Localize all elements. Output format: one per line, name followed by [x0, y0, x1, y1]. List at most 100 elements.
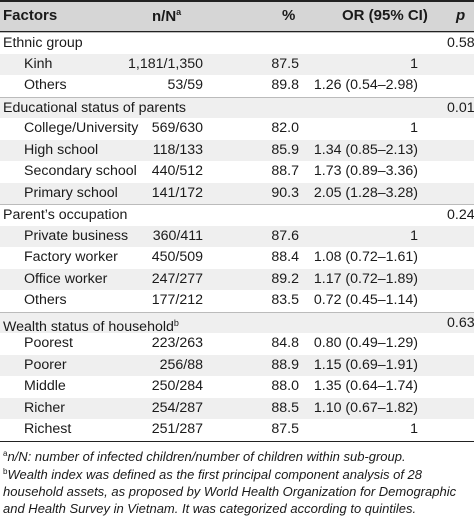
or-value: 1.26 (0.54–2.98) — [313, 77, 418, 93]
section-row: Ethnic group 0.58 — [0, 32, 474, 55]
or-value: 0.72 (0.45–1.14) — [313, 292, 418, 308]
row-label: Richer — [24, 399, 65, 416]
footnote: bWealth index was defined as the first p… — [3, 463, 471, 517]
table-row: Private business 360/411 87.6 1 — [0, 225, 474, 247]
or-value: 1 — [410, 120, 418, 136]
section-label-text: Educational status of parents — [3, 99, 186, 116]
p-value: 0.24 — [447, 207, 474, 223]
n-over-n-value: 177/212 — [151, 292, 203, 308]
row-label: Poorer — [24, 356, 67, 373]
header-percent: % — [282, 7, 296, 24]
row-label: Secondary school — [24, 163, 137, 179]
percent-value: 84.8 — [271, 335, 299, 351]
row-label: Factory worker — [24, 249, 118, 265]
or-value: 1.17 (0.72–1.89) — [313, 270, 418, 287]
row-label: Kinh — [24, 55, 53, 72]
percent-value: 87.6 — [271, 227, 299, 244]
section-label-text: Parent’s occupation — [3, 207, 128, 223]
section-label-text: Wealth status of household — [3, 318, 174, 335]
or-value: 0.80 (0.49–1.29) — [313, 335, 418, 351]
table-row: Middle 250/284 88.0 1.35 (0.64–1.74) — [0, 376, 474, 398]
row-label: Office worker — [24, 270, 108, 287]
header-n-over-n: n/Na — [152, 7, 181, 25]
n-over-n-value: 251/287 — [151, 421, 203, 437]
percent-value: 88.0 — [271, 378, 299, 394]
or-value: 1.34 (0.85–2.13) — [313, 141, 418, 158]
n-over-n-value: 440/512 — [151, 163, 203, 179]
or-value: 1.10 (0.67–1.82) — [313, 399, 418, 416]
section-label: Educational status of parents — [3, 98, 186, 120]
n-over-n-value: 450/509 — [151, 249, 203, 265]
p-value: 0.63 — [447, 314, 474, 331]
table-row: Kinh 1,181/1,350 87.5 1 — [0, 53, 474, 75]
header-or: OR (95% CI) — [342, 7, 428, 24]
row-label: Poorest — [24, 335, 73, 351]
table-row: Others 177/212 83.5 0.72 (0.45–1.14) — [0, 290, 474, 312]
row-label: Private business — [24, 227, 129, 244]
percent-value: 88.7 — [271, 163, 299, 179]
footnote-mark: a — [3, 448, 8, 458]
footnote-text: n/N: number of infected children/number … — [7, 448, 406, 464]
or-value: 1.08 (0.72–1.61) — [313, 249, 418, 265]
n-over-n-value: 569/630 — [151, 120, 203, 136]
header-p: p — [456, 7, 466, 24]
percent-value: 85.9 — [271, 141, 299, 158]
table-bottom-rule — [0, 440, 474, 442]
n-over-n-value: 250/284 — [151, 378, 203, 394]
row-label: College/University — [24, 120, 139, 136]
percent-value: 82.0 — [271, 120, 299, 136]
row-label: Middle — [24, 378, 66, 394]
or-value: 1.15 (0.69–1.91) — [313, 356, 418, 373]
section-label-text: Ethnic group — [3, 35, 83, 51]
header-n-footnote-mark: a — [176, 7, 182, 17]
n-over-n-value: 223/263 — [151, 335, 203, 351]
row-label: High school — [24, 141, 99, 158]
percent-value: 89.2 — [271, 270, 299, 287]
table-row: Richer 254/287 88.5 1.10 (0.67–1.82) — [0, 397, 474, 419]
n-over-n-value: 256/88 — [159, 356, 203, 373]
percent-value: 83.5 — [271, 292, 299, 308]
or-value: 1 — [410, 421, 418, 437]
section-label: Ethnic group — [3, 33, 83, 55]
percent-value: 90.3 — [271, 184, 299, 201]
or-value: 1.73 (0.89–3.36) — [313, 163, 418, 179]
n-over-n-value: 141/172 — [151, 184, 203, 201]
percent-value: 88.4 — [271, 249, 299, 265]
table-row: Others 53/59 89.8 1.26 (0.54–2.98) — [0, 75, 474, 97]
table-row: Office worker 247/277 89.2 1.17 (0.72–1.89) — [0, 268, 474, 290]
table-row: Primary school 141/172 90.3 2.05 (1.28–3.28… — [0, 182, 474, 204]
n-over-n-value: 53/59 — [167, 77, 203, 93]
row-label: Richest — [24, 421, 72, 437]
header-n-over-n-text: n/N — [152, 8, 177, 25]
footnote-text: Wealth index was defined as the first pr… — [3, 466, 457, 516]
p-value: 0.58 — [447, 35, 474, 51]
table-row: Richest 251/287 87.5 1 — [0, 419, 474, 441]
or-value: 1 — [410, 55, 418, 72]
header-factors: Factors — [3, 7, 58, 24]
n-over-n-value: 1,181/1,350 — [128, 55, 203, 72]
section-label: Parent’s occupation — [3, 205, 127, 227]
percent-value: 87.5 — [271, 55, 299, 72]
table-row: Poorest 223/263 84.8 0.80 (0.49–1.29) — [0, 333, 474, 355]
n-over-n-value: 118/133 — [152, 141, 203, 158]
percent-value: 87.5 — [271, 421, 299, 437]
or-value: 1 — [410, 227, 418, 244]
or-value: 1.35 (0.64–1.74) — [313, 378, 418, 394]
table-row: High school 118/133 85.9 1.34 (0.85–2.13) — [0, 139, 474, 161]
row-label: Others — [24, 292, 67, 308]
n-over-n-value: 254/287 — [151, 399, 203, 416]
table-header: Factors n/Na % OR (95% CI) p — [0, 0, 474, 32]
percent-value: 89.8 — [271, 77, 299, 93]
percent-value: 88.5 — [271, 399, 299, 416]
percent-value: 88.9 — [271, 356, 299, 373]
row-label: Others — [24, 77, 67, 93]
or-value: 2.05 (1.28–3.28) — [313, 184, 418, 201]
table-row: Poorer 256/88 88.9 1.15 (0.69–1.91) — [0, 354, 474, 376]
n-over-n-value: 247/277 — [151, 270, 203, 287]
section-row: Educational status of parents 0.01 — [0, 96, 474, 120]
section-row: Parent’s occupation 0.24 — [0, 204, 474, 227]
table-row: Factory worker 450/509 88.4 1.08 (0.72–1.61… — [0, 247, 474, 269]
p-value: 0.01 — [447, 99, 474, 116]
table-row: Secondary school 440/512 88.7 1.73 (0.89–3.… — [0, 161, 474, 183]
footnote: an/N: number of infected children/number… — [3, 445, 471, 465]
